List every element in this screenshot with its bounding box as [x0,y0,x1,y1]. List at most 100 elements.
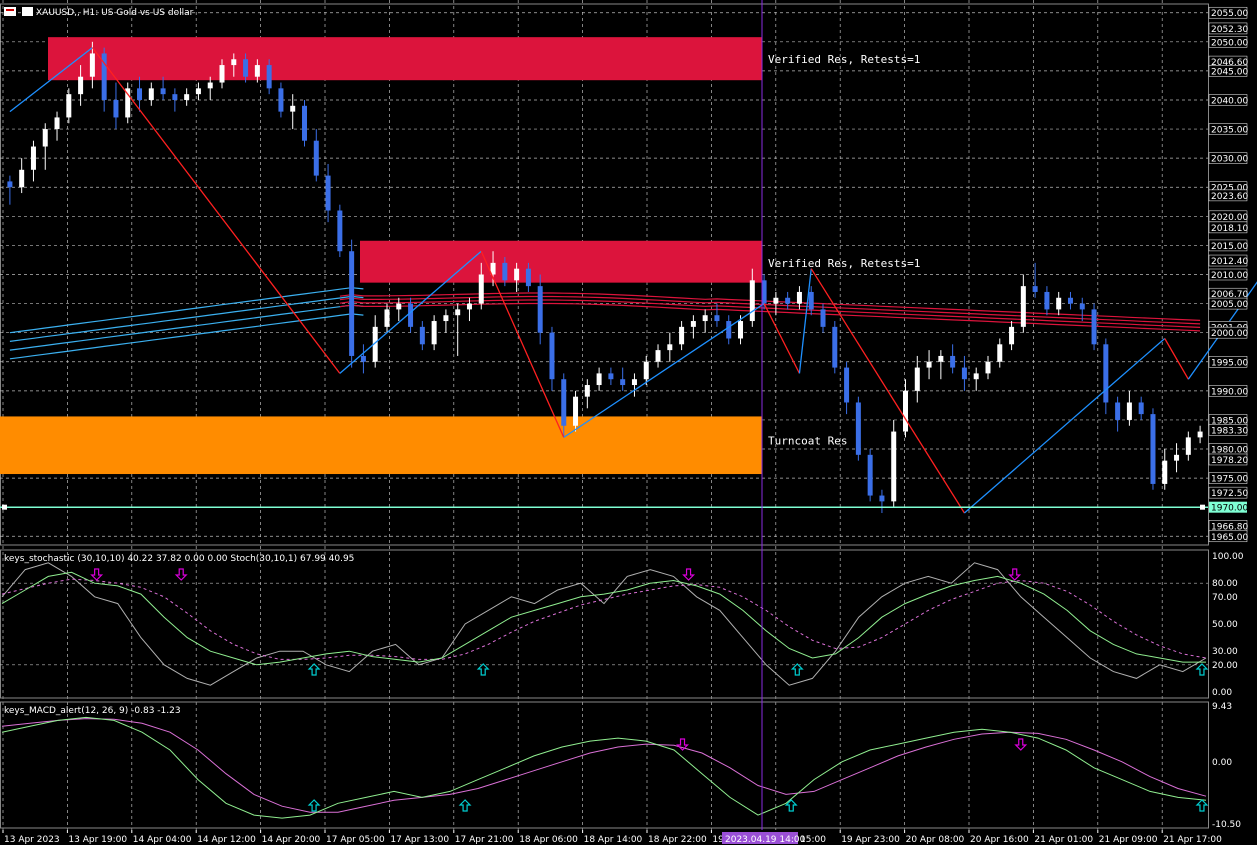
candle-body [207,82,213,89]
zone-label: Verified Res, Retests=1 [768,53,920,66]
zigzag-segment [1187,281,1257,380]
price-axis-label: 2045.00 [1211,67,1248,77]
candle-body [349,251,355,356]
price-axis-label: 1990.00 [1211,387,1248,397]
candle-body [490,262,496,275]
time-axis: 13 Apr 2023 13 Apr 19:00 14 Apr 04:00 14 Ap… [2,830,1222,845]
candle-body [148,88,154,100]
time-axis-label: 15:00 [800,835,826,845]
time-axis-label: 20 Apr 08:00 [906,835,965,845]
candle-body [773,297,779,304]
time-axis-label: 14 Apr 04:00 [133,835,192,845]
price-tag-box [1208,385,1248,397]
price-tag-box [1208,22,1248,35]
time-axis-label: 19 Apr 23:00 [841,835,900,845]
sr-zones: Verified Res, Retests=1 Verified Res, Ret… [0,37,920,475]
hline-handle-left[interactable] [2,504,7,510]
candle-body [443,315,449,322]
candle-body [160,88,166,95]
candle-body [914,367,920,391]
candle-body [985,361,991,374]
time-axis-label: 17 Apr 13:00 [390,835,449,845]
flag-stripe-icon [6,9,14,11]
ma-blue-line [9,304,364,351]
stoch-axis-label: 100.00 [1212,552,1244,562]
stoch-axis-label: 50.00 [1212,620,1238,630]
zone-label: Verified Res, Retests=1 [768,257,920,270]
zone-rect [48,37,762,81]
candle-body [926,361,932,368]
zigzag-segment [9,47,93,113]
macd-axis-label: 0.00 [1212,758,1232,768]
candle-body [514,268,520,281]
candle-body [19,169,25,188]
candle-body [903,390,908,432]
price-axis-label: 2018.10 [1211,224,1248,234]
price-tag-box [1208,453,1248,466]
candle-body [1197,431,1203,438]
chart-type-icon[interactable] [22,7,33,16]
time-axis-label: 13 Apr 19:00 [68,835,127,845]
stoch-signal-line [1,578,1207,660]
candle-body [1138,402,1144,415]
ma-blue-line [9,287,364,334]
price-axis-label: 2030.00 [1211,155,1248,165]
stoch-title: keys_stochastic (30,10,10) 40.22 37.82 0… [4,554,354,564]
candle-body [667,344,673,351]
macd-down-arrow-icon [676,738,689,751]
stoch-axis-label: 70.00 [1212,593,1238,603]
price-tag-box [1208,221,1248,234]
candle-body [1044,291,1050,310]
candle-body [973,373,979,380]
candle-body [1115,402,1121,420]
macd-main-line [1,716,1207,819]
zigzag-segment [480,250,565,438]
candle-body [1126,402,1132,420]
time-axis-label: 17 Apr 21:00 [455,835,514,845]
macd-axis-label: 9.43 [1212,702,1232,712]
macd-up-arrow-icon [1195,799,1209,812]
candle-body [690,321,696,327]
candle-body [89,53,95,77]
candle-body [478,274,484,304]
price-axis-label: 1980.00 [1211,446,1248,456]
time-axis-label: 14 Apr 20:00 [262,835,321,845]
candle-body [808,291,814,310]
candle-body [219,65,225,83]
price-tag-box [1208,530,1248,543]
time-axis-label: 20 Apr 16:00 [970,835,1029,845]
price-axis-label: 2005.00 [1211,300,1248,310]
time-axis-label: 18 Apr 22:00 [648,835,707,845]
price-axis-label: 1972.50 [1211,489,1248,499]
time-axis-label: 18 Apr 06:00 [519,835,578,845]
price-axis-label: 1983.30 [1211,426,1248,436]
price-tag-box [1208,6,1248,19]
candle-body [455,309,461,316]
stoch-main-line [1,571,1206,666]
price-tag-box [1208,65,1248,77]
macd-down-arrow-icon [1014,738,1028,751]
candle-body [278,88,284,112]
stoch-down-arrow-icon [174,568,188,581]
candle-body [195,88,201,95]
candle-body [938,355,944,362]
candle-body [360,355,366,362]
candle-body [502,262,508,281]
candle-body [855,402,861,455]
macd-pane-border [0,701,1209,829]
time-axis-label: 13 Apr 2023 [4,835,60,845]
price-axis-label: 2000.00 [1211,329,1248,339]
hline-handle-right[interactable] [1200,504,1205,510]
chart-flag-icon[interactable] [4,7,16,16]
stoch-axis-label: 30.00 [1212,647,1238,657]
time-axis-label: 18 Apr 14:00 [584,835,643,845]
time-axis-label: 21 Apr 09:00 [1099,835,1158,845]
candle-body [302,105,307,141]
candle-body [679,326,685,345]
macd-pane: 9.43 0.00 -10.50 [0,701,1241,830]
candle-body [655,350,661,362]
zigzag-segment [563,303,765,438]
price-axis-label: 2046.60 [1211,58,1248,68]
candle-body [1079,303,1085,310]
